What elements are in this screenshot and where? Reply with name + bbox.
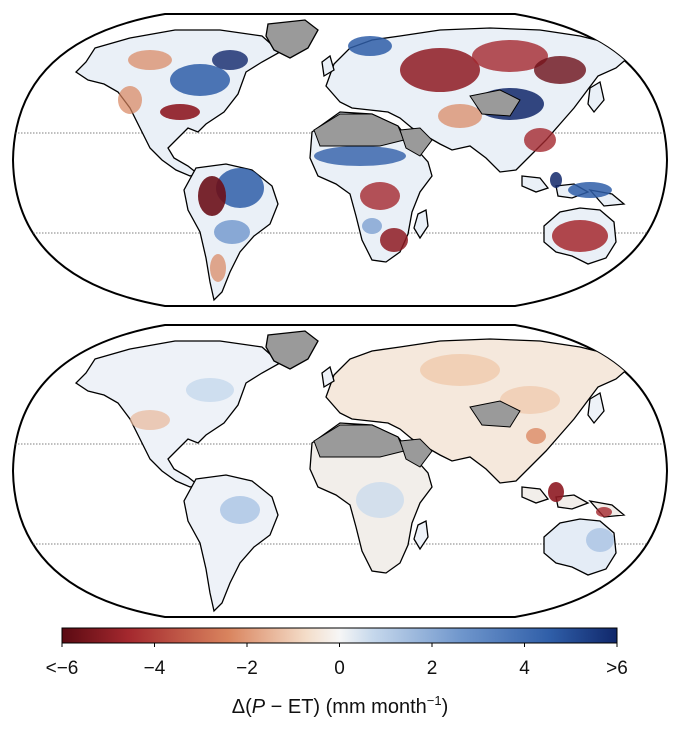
map-panel-upper: [11, 13, 669, 307]
greenland: [265, 330, 319, 370]
map-panel-lower: [11, 324, 669, 618]
greenland: [265, 19, 319, 59]
japan: [587, 80, 605, 114]
colorbar-title-prefix: Δ(: [232, 696, 252, 718]
colorbar-tick-label: 0: [334, 658, 345, 679]
colorbar-tick-label: −2: [236, 658, 258, 679]
colorbar-title-suffix: ): [442, 696, 449, 718]
colorbar-title-exponent: −1: [427, 693, 442, 708]
anomaly-patches-lower: [130, 354, 614, 552]
japan: [587, 391, 605, 425]
anomaly-patches-upper: [118, 36, 612, 282]
colorbar-tick-label: −4: [144, 658, 166, 679]
new-zealand: [621, 260, 637, 281]
colorbar-gradient: [61, 627, 618, 644]
new-zealand: [621, 571, 637, 592]
colorbar-tick-label: >6: [606, 658, 628, 679]
british-isles: [321, 54, 335, 78]
nodata-regions-upper: [313, 89, 521, 157]
colorbar-ticks: <−6 −4 −2 0 2 4 >6: [46, 643, 628, 679]
colorbar: <−6 −4 −2 0 2 4 >6 Δ(P − ET) (mm month−1): [46, 627, 628, 718]
madagascar: [413, 520, 429, 551]
colorbar-title: Δ(P − ET) (mm month−1): [232, 693, 449, 718]
nodata-regions-lower: [313, 400, 521, 468]
colorbar-title-p: P: [252, 696, 266, 718]
colorbar-tick-label: 4: [519, 658, 530, 679]
colorbar-tick-label: 2: [427, 658, 438, 679]
madagascar: [413, 209, 429, 240]
colorbar-title-unit: − ET) (mm month: [265, 696, 427, 718]
colorbar-tick-label: <−6: [46, 658, 79, 679]
british-isles: [321, 365, 335, 389]
